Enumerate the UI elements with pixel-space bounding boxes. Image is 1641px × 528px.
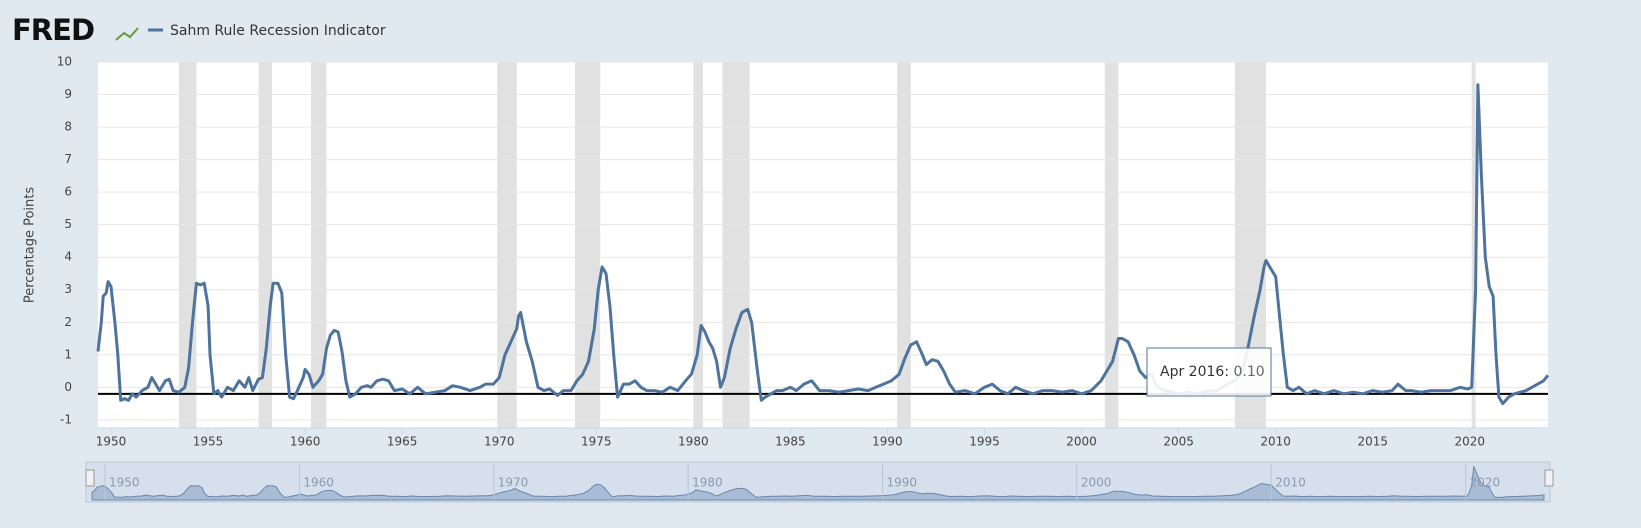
- y-tick-label: 5: [64, 217, 72, 231]
- navigator-tick-label: 1950: [109, 476, 140, 490]
- x-tick-label: 1960: [290, 435, 321, 449]
- plot-area: [98, 62, 1548, 428]
- x-tick-label: 1965: [387, 435, 418, 449]
- recession-band: [1471, 62, 1476, 428]
- tooltip-text: Apr 2016: 0.10: [1160, 364, 1265, 380]
- logo-icon: [115, 27, 139, 41]
- navigator-tick-label: 2000: [1081, 476, 1112, 490]
- tooltip-value: 0.10: [1233, 364, 1264, 380]
- tooltip-sep: :: [1224, 364, 1233, 380]
- tooltip-box: [1146, 347, 1272, 397]
- x-tick-label: 1985: [775, 435, 806, 449]
- recession-band: [258, 62, 273, 428]
- navigator-tick-label: 1960: [303, 476, 334, 490]
- navigator-tick-label: 1970: [498, 476, 529, 490]
- x-tick-label: 2015: [1357, 435, 1388, 449]
- x-tick-label: 2010: [1260, 435, 1291, 449]
- logo: FRED: [12, 13, 94, 47]
- y-tick-label: 3: [64, 282, 72, 296]
- recession-band: [693, 62, 704, 428]
- x-tick-label: 1955: [193, 435, 224, 449]
- recession-band: [1104, 62, 1119, 428]
- y-tick-label: 7: [64, 152, 72, 166]
- tooltip-label: Apr 2016: [1160, 364, 1224, 380]
- navigator-area: [91, 466, 1545, 501]
- recession-band: [574, 62, 601, 428]
- x-tick-label: 1990: [872, 435, 903, 449]
- y-tick-label: 0: [64, 380, 72, 394]
- navigator-tick-label: 1980: [692, 476, 723, 490]
- x-tick-label: 1950: [96, 435, 127, 449]
- y-tick-label: 6: [64, 185, 72, 199]
- x-tick-label: 1995: [969, 435, 1000, 449]
- y-tick-label: 2: [64, 315, 72, 329]
- x-tick-label: 2020: [1455, 435, 1486, 449]
- series-line: [96, 83, 1550, 406]
- x-tick-label: 1970: [484, 435, 515, 449]
- y-tick-label: 4: [64, 250, 72, 264]
- x-tick-label: 1975: [581, 435, 612, 449]
- navigator-handle[interactable]: [1544, 469, 1554, 487]
- x-tick-label: 2005: [1163, 435, 1194, 449]
- y-tick-label: -1: [60, 412, 72, 426]
- x-tick-label: 2000: [1066, 435, 1097, 449]
- navigator-tick-label: 2020: [1470, 476, 1501, 490]
- recession-band: [310, 62, 327, 428]
- y-axis-label: Percentage Points: [23, 187, 38, 304]
- legend-label: Sahm Rule Recession Indicator: [170, 23, 386, 39]
- navigator-handle[interactable]: [85, 469, 95, 487]
- tooltip: Apr 2016: 0.10: [1146, 347, 1272, 397]
- y-tick-label: 1: [64, 347, 72, 361]
- y-tick-label: 10: [57, 55, 72, 69]
- x-tick-label: 1980: [678, 435, 709, 449]
- navigator-tick-label: 1990: [887, 476, 918, 490]
- recession-band: [897, 62, 911, 428]
- y-tick-label: 8: [64, 120, 72, 134]
- navigator-tick-label: 2010: [1275, 476, 1306, 490]
- y-tick-label: 9: [64, 87, 72, 101]
